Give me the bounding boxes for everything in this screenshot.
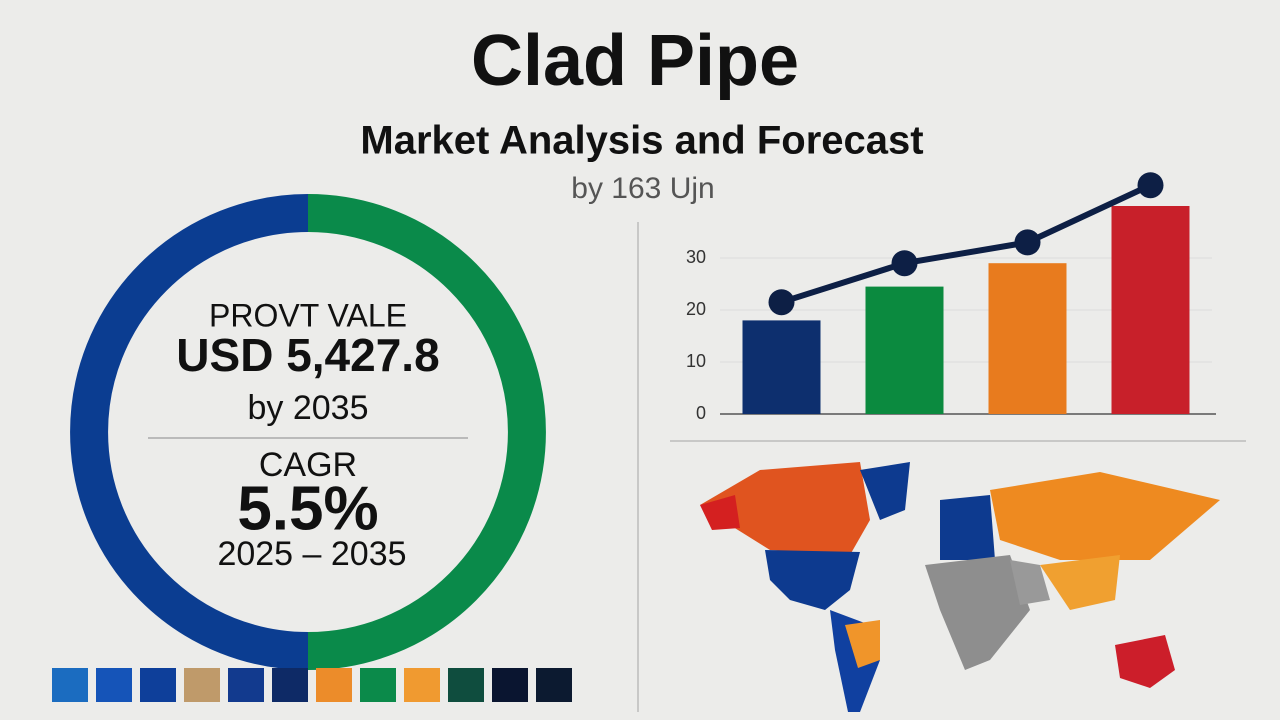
trend-line	[780, 182, 1152, 306]
bar	[1111, 206, 1190, 414]
trend-point	[768, 289, 795, 316]
map-region	[765, 550, 860, 610]
value-year: by 2035	[248, 389, 369, 427]
trend-point	[1137, 172, 1164, 199]
bar	[865, 286, 944, 414]
period: 2025 – 2035	[217, 535, 406, 573]
trend-point	[1014, 229, 1041, 256]
y-tick-label: 30	[686, 247, 706, 267]
map-region	[990, 472, 1220, 560]
map-region	[845, 620, 880, 668]
y-tick-label: 0	[696, 403, 706, 423]
swatch	[360, 668, 396, 702]
bar	[988, 263, 1067, 414]
swatch	[316, 668, 352, 702]
swatch	[228, 668, 264, 702]
swatch	[272, 668, 308, 702]
map-region	[1010, 560, 1050, 605]
swatch	[52, 668, 88, 702]
title: Clad Pipe	[471, 21, 799, 101]
color-swatches	[52, 668, 572, 702]
cagr-label: CAGR	[259, 446, 357, 484]
swatch	[492, 668, 528, 702]
subtitle: Market Analysis and Forecast	[360, 119, 923, 163]
donut-chart	[70, 194, 546, 670]
map-region	[940, 495, 995, 560]
map-region	[700, 495, 740, 530]
bar	[742, 320, 821, 414]
bar-line-chart: 0 10 20 30	[686, 172, 1216, 423]
cagr-value: 5.5%	[237, 474, 378, 543]
market-value: USD 5,427.8	[176, 329, 439, 381]
y-tick-label: 20	[686, 299, 706, 319]
byline: by 163 Ujn	[571, 172, 714, 205]
swatch	[184, 668, 220, 702]
world-map	[700, 462, 1220, 712]
map-region	[1115, 635, 1175, 688]
swatch	[140, 668, 176, 702]
donut-segment	[307, 194, 546, 670]
swatch	[404, 668, 440, 702]
swatch	[536, 668, 572, 702]
map-region	[925, 555, 1030, 670]
value-label: PROVT VALE	[209, 297, 407, 333]
trend-point	[891, 250, 918, 277]
map-region	[860, 462, 910, 520]
swatch	[448, 668, 484, 702]
map-region	[700, 462, 870, 555]
y-tick-label: 10	[686, 351, 706, 371]
map-region	[1040, 555, 1120, 610]
donut-segment	[70, 194, 309, 670]
swatch	[96, 668, 132, 702]
